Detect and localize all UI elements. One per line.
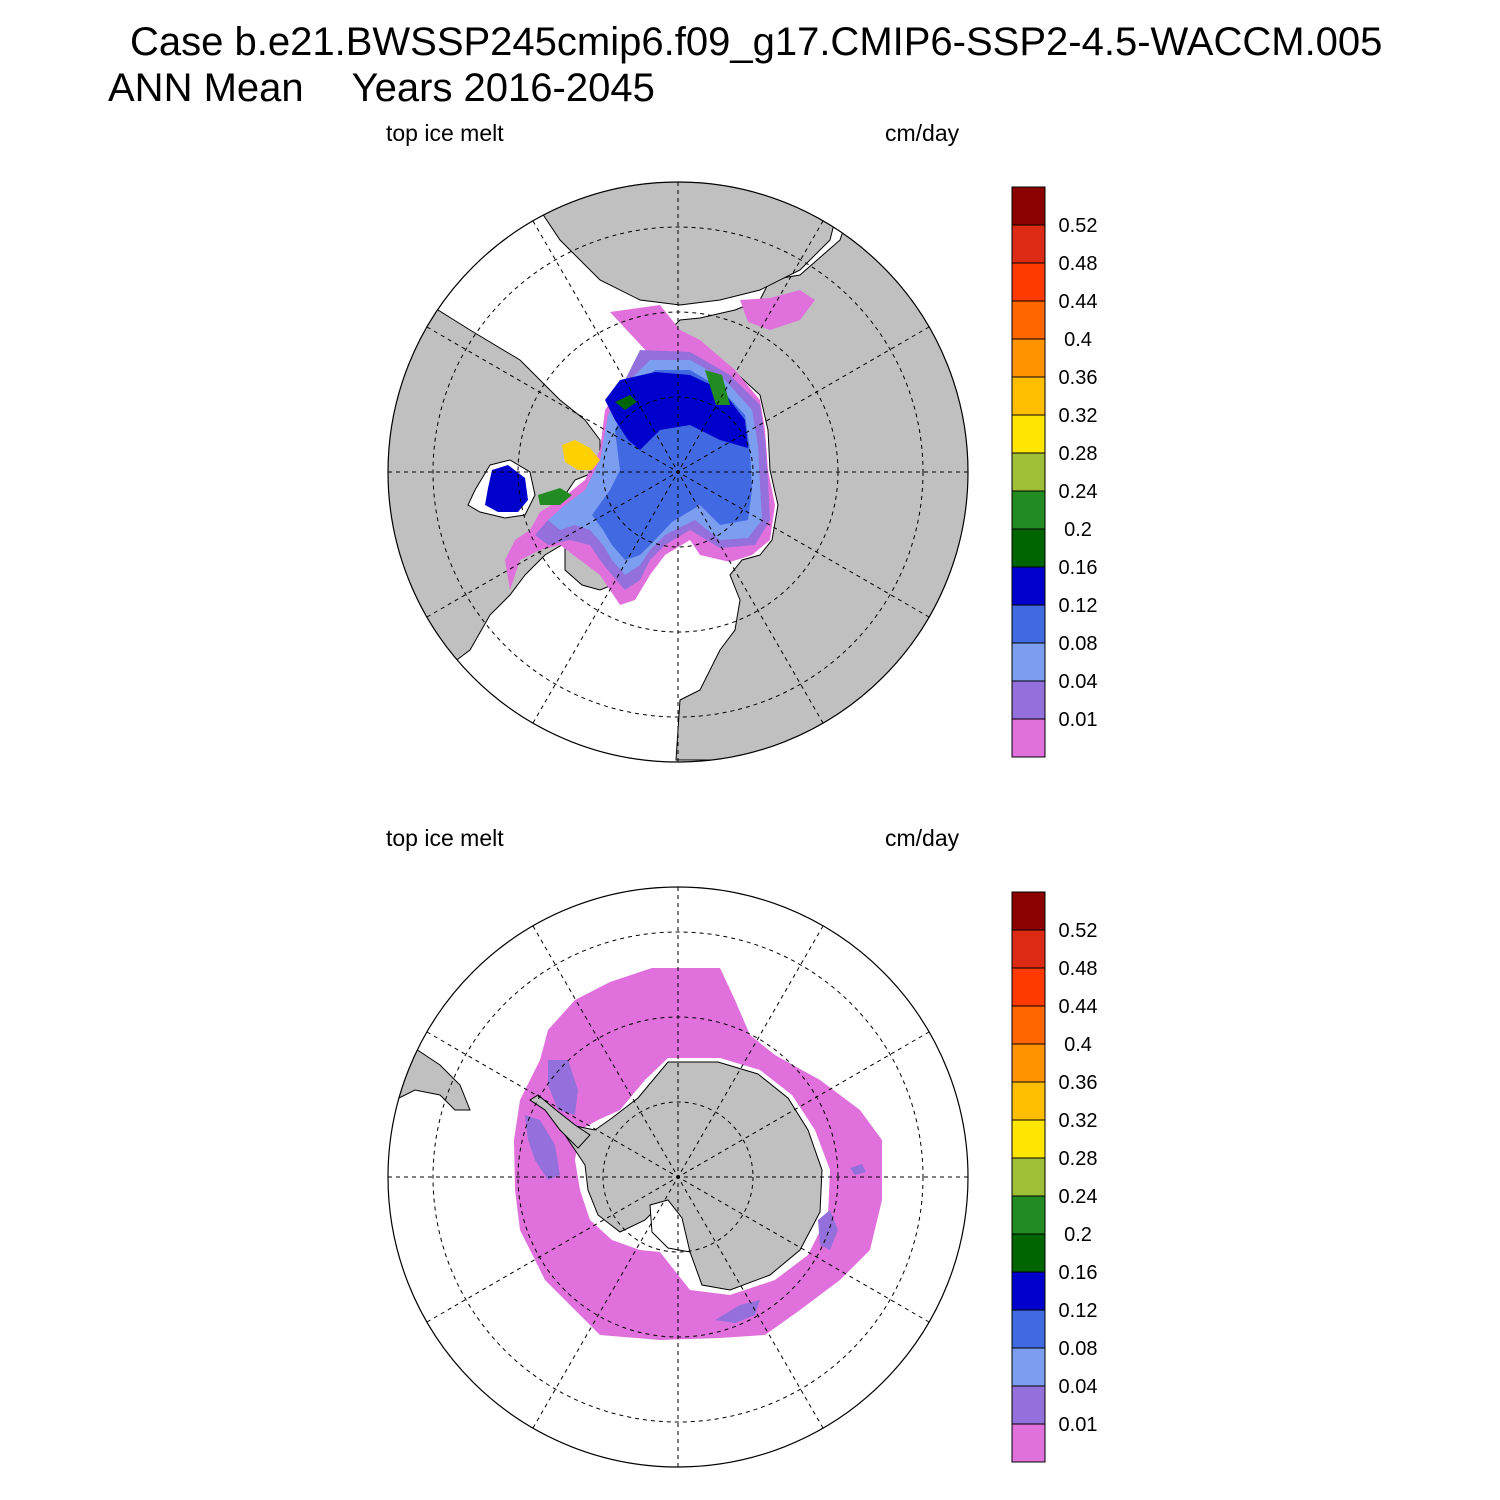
north-ice-green-east xyxy=(705,370,730,405)
south-polar-map xyxy=(387,886,969,1468)
south-colorbar-box xyxy=(1011,1043,1046,1083)
north-colorbar-box xyxy=(1011,566,1046,606)
south-ice-ring xyxy=(514,968,882,1340)
south-colorbar-tick-label: 0.4 xyxy=(1064,1034,1092,1056)
south-colorbar: 0.52 0.48 0.44 0.4 0.36 0.32 0.28 0.24 0.2 0.16 0.… xyxy=(1011,891,1098,1463)
north-map-border xyxy=(387,181,969,763)
years-label: Years 2016-2045 xyxy=(351,66,655,110)
north-colorbar-tick-label: 0.28 xyxy=(1059,443,1098,465)
south-ice-indian-patch xyxy=(850,1164,866,1175)
south-colorbar-tick-label: 0.52 xyxy=(1059,920,1098,942)
north-colorbar-box xyxy=(1011,338,1046,378)
south-colorbar-tick-label: 0.08 xyxy=(1059,1338,1098,1360)
north-ice-green-west xyxy=(538,488,572,505)
south-ice-ross-patch xyxy=(715,1300,760,1323)
subtitle: ANN Mean Years 2016-2045 xyxy=(108,66,655,110)
south-colorbar-box xyxy=(1011,1385,1046,1425)
north-ice-yellow xyxy=(562,440,600,470)
north-colorbar-box xyxy=(1011,718,1046,758)
south-colorbar-box xyxy=(1011,967,1046,1007)
south-variable-label: top ice melt xyxy=(386,825,504,851)
south-colorbar-box xyxy=(1011,1157,1046,1197)
north-colorbar-tick-label: 0.24 xyxy=(1059,481,1098,503)
north-colorbar-box xyxy=(1011,490,1046,530)
north-colorbar-box xyxy=(1011,300,1046,340)
south-colorbar-box xyxy=(1011,1005,1046,1045)
north-ice-dark-green xyxy=(615,395,637,410)
south-land-peninsula xyxy=(529,1094,591,1149)
north-colorbar-tick-label: 0.08 xyxy=(1059,633,1098,655)
north-graticule xyxy=(388,182,968,762)
south-colorbar-tick-label: 0.04 xyxy=(1059,1376,1098,1398)
south-colorbar-tick-label: 0.01 xyxy=(1059,1414,1098,1436)
south-colorbar-tick-label: 0.44 xyxy=(1059,996,1098,1018)
south-ice-weddell-patch xyxy=(548,1060,578,1115)
north-colorbar-box xyxy=(1011,528,1046,568)
south-colorbar-box xyxy=(1011,891,1046,931)
north-colorbar: 0.52 0.48 0.44 0.4 0.36 0.32 0.28 0.24 0.2 0.16 0.… xyxy=(1011,186,1098,758)
north-colorbar-box xyxy=(1011,604,1046,644)
north-polar-map xyxy=(387,181,969,763)
period-label: ANN Mean xyxy=(108,66,304,110)
north-colorbar-box xyxy=(1011,414,1046,454)
south-colorbar-tick-label: 0.24 xyxy=(1059,1186,1098,1208)
south-colorbar-tick-label: 0.28 xyxy=(1059,1148,1098,1170)
north-colorbar-tick-label: 0.16 xyxy=(1059,557,1098,579)
south-colorbar-tick-label: 0.12 xyxy=(1059,1300,1098,1322)
north-colorbar-tick-label: 0.52 xyxy=(1059,215,1098,237)
south-colorbar-tick-label: 0.16 xyxy=(1059,1262,1098,1284)
south-colorbar-tick-label: 0.2 xyxy=(1064,1224,1092,1246)
north-ice-okhotsk xyxy=(740,290,815,330)
north-colorbar-tick-label: 0.12 xyxy=(1059,595,1098,617)
south-ice-east-patch xyxy=(818,1210,838,1250)
south-colorbar-box xyxy=(1011,1195,1046,1235)
south-colorbar-tick-label: 0.36 xyxy=(1059,1072,1098,1094)
north-variable-label: top ice melt xyxy=(386,120,504,146)
south-colorbar-box xyxy=(1011,929,1046,969)
north-colorbar-box xyxy=(1011,452,1046,492)
south-colorbar-box xyxy=(1011,1119,1046,1159)
south-colorbar-box xyxy=(1011,1081,1046,1121)
south-ice-peninsula-patch xyxy=(525,1115,560,1180)
south-graticule xyxy=(388,887,968,1467)
south-colorbar-tick-label: 0.48 xyxy=(1059,958,1098,980)
south-colorbar-box xyxy=(1011,1271,1046,1311)
south-colorbar-box xyxy=(1011,1423,1046,1463)
north-colorbar-tick-label: 0.4 xyxy=(1064,329,1092,351)
north-colorbar-box xyxy=(1011,262,1046,302)
north-colorbar-tick-label: 0.48 xyxy=(1059,253,1098,275)
north-colorbar-box xyxy=(1011,186,1046,226)
south-map-border xyxy=(387,886,969,1468)
south-colorbar-tick-label: 0.32 xyxy=(1059,1110,1098,1132)
north-colorbar-tick-label: 0.04 xyxy=(1059,671,1098,693)
south-ross-shelf xyxy=(649,1199,691,1253)
north-colorbar-box xyxy=(1011,642,1046,682)
north-colorbar-tick-label: 0.36 xyxy=(1059,367,1098,389)
north-ice-hudson xyxy=(485,465,528,512)
north-colorbar-tick-label: 0.2 xyxy=(1064,519,1092,541)
case-title: Case b.e21.BWSSP245cmip6.f09_g17.CMIP6-S… xyxy=(130,20,1383,64)
north-colorbar-tick-label: 0.32 xyxy=(1059,405,1098,427)
south-colorbar-box xyxy=(1011,1347,1046,1387)
south-units-label: cm/day xyxy=(885,825,960,851)
north-colorbar-box xyxy=(1011,680,1046,720)
south-colorbar-box xyxy=(1011,1233,1046,1273)
north-colorbar-box xyxy=(1011,376,1046,416)
north-units-label: cm/day xyxy=(885,120,960,146)
north-colorbar-tick-label: 0.44 xyxy=(1059,291,1098,313)
north-colorbar-tick-label: 0.01 xyxy=(1059,709,1098,731)
north-colorbar-box xyxy=(1011,224,1046,264)
south-colorbar-box xyxy=(1011,1309,1046,1349)
